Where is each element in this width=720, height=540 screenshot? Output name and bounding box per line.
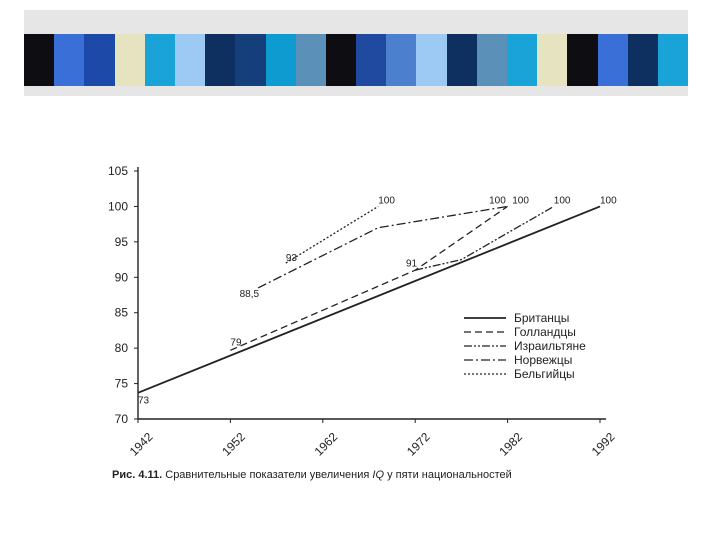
- banner-block: [144, 34, 175, 86]
- banner-block: [24, 34, 55, 86]
- chart-data-labels: 73 79 88,5 93 91 100 100 100 100 100: [138, 196, 617, 407]
- banner-block: [446, 34, 477, 86]
- banner-block: [295, 34, 326, 86]
- series-line-3: [415, 205, 555, 271]
- chart-legend: БританцыГолландцыИзраильтянеНорвежцыБель…: [464, 311, 586, 381]
- legend-label: Норвежцы: [514, 353, 572, 367]
- y-tick-label: 85: [115, 306, 129, 320]
- banner-color-strip: [24, 34, 689, 86]
- banner-block: [386, 34, 417, 86]
- data-label: 100: [489, 196, 506, 207]
- series-line-5: [285, 205, 379, 264]
- banner-block: [54, 34, 85, 86]
- x-tick-label: 1942: [127, 430, 156, 459]
- chart-series: [137, 205, 601, 394]
- data-label: 73: [138, 395, 150, 406]
- x-tick-label: 1982: [496, 430, 525, 459]
- data-label: 88,5: [240, 289, 260, 300]
- series-line-2: [230, 205, 508, 351]
- legend-label: Бельгийцы: [514, 367, 575, 381]
- y-tick-label: 90: [115, 270, 129, 284]
- caption-emphasis: IQ: [372, 469, 385, 481]
- y-tick-label: 80: [115, 341, 129, 355]
- banner-block: [356, 34, 387, 86]
- banner-block: [84, 34, 115, 86]
- banner-block: [205, 34, 236, 86]
- banner-block: [416, 34, 447, 86]
- banner-block: [265, 34, 296, 86]
- banner-block: [325, 34, 357, 86]
- legend-label: Британцы: [514, 311, 569, 325]
- banner-block: [114, 34, 145, 86]
- y-tick-label: 105: [108, 164, 128, 178]
- data-label: 100: [600, 196, 617, 207]
- banner-block: [567, 34, 598, 86]
- data-label: 100: [378, 196, 395, 207]
- caption-text-before: Сравнительные показатели увеличения: [162, 469, 373, 481]
- data-label: 79: [230, 337, 242, 348]
- x-tick-label: 1992: [589, 430, 618, 459]
- data-label: 100: [554, 196, 571, 207]
- y-tick-label: 75: [115, 377, 129, 391]
- caption-text-after: у пяти национальностей: [384, 469, 512, 481]
- legend-label: Израильтяне: [514, 339, 586, 353]
- y-tick-label: 70: [115, 412, 129, 426]
- banner-block: [235, 34, 266, 86]
- legend-label: Голландцы: [514, 325, 576, 339]
- decorative-banner: [24, 10, 689, 96]
- banner-block: [597, 34, 628, 86]
- data-label: 93: [286, 253, 298, 264]
- data-label: 100: [512, 196, 529, 207]
- y-tick-label: 95: [115, 235, 129, 249]
- banner-block: [476, 34, 507, 86]
- banner-block: [507, 34, 538, 86]
- series-line-4: [257, 205, 508, 289]
- x-tick-label: 1972: [404, 430, 433, 459]
- banner-block: [174, 34, 206, 86]
- caption-prefix: Рис. 4.11.: [112, 469, 163, 481]
- banner-block: [657, 34, 689, 86]
- series-line-1: [137, 205, 601, 394]
- x-tick-label: 1962: [312, 430, 341, 459]
- y-tick-label: 100: [108, 199, 128, 213]
- data-label: 91: [406, 259, 418, 270]
- figure-caption: Рис. 4.11. Сравнительные показатели увел…: [112, 469, 672, 481]
- x-tick-label: 1952: [219, 430, 248, 459]
- banner-block: [537, 34, 568, 86]
- banner-block: [627, 34, 658, 86]
